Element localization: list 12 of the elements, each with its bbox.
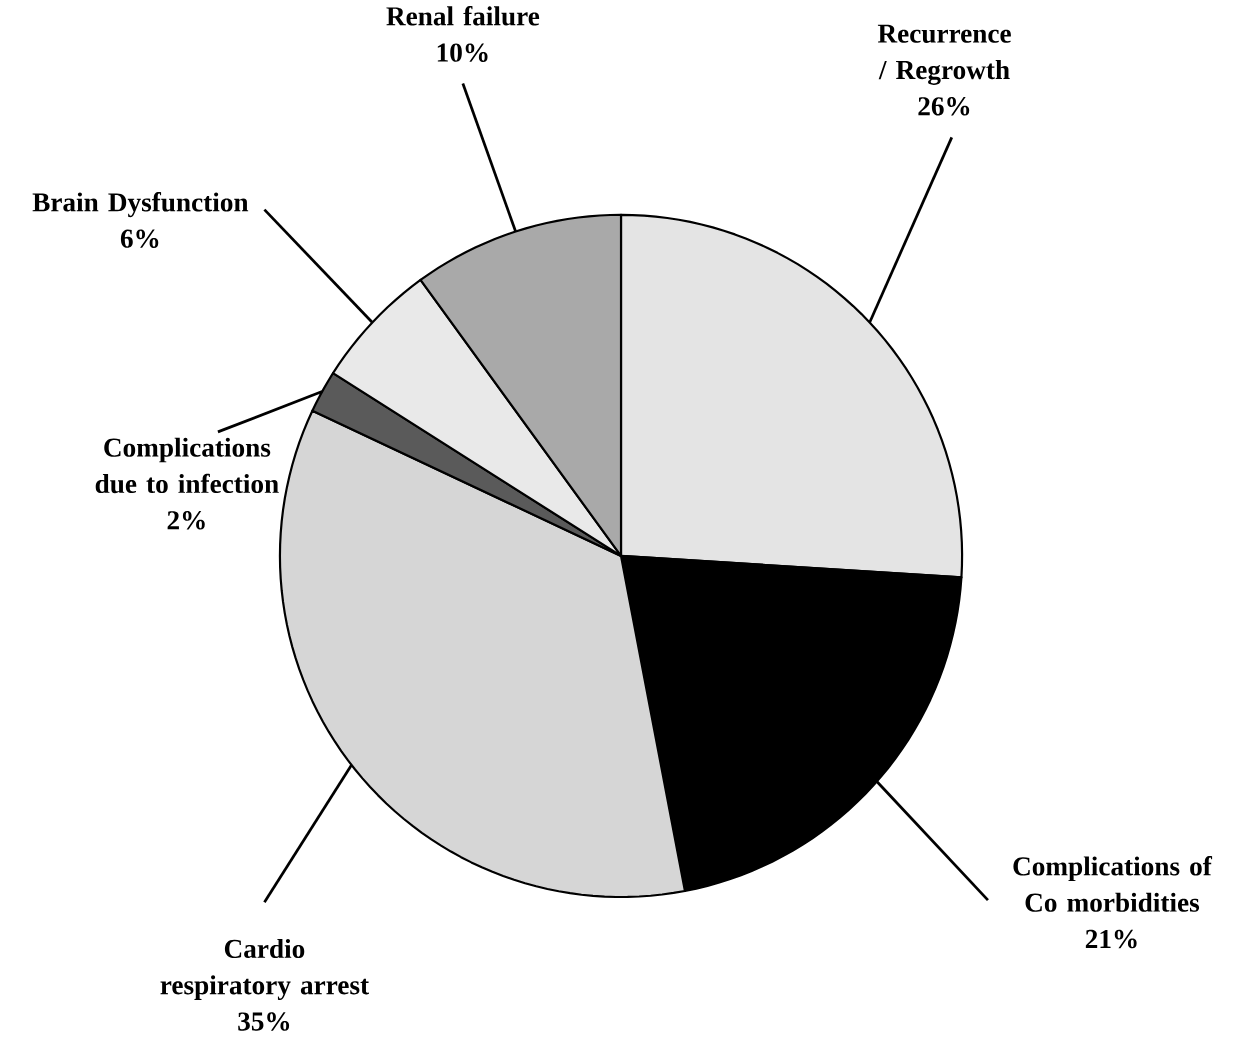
data-label: 10% bbox=[437, 43, 488, 62]
slice-label: Brain Dysfunction bbox=[32, 192, 249, 218]
data-label: 6% bbox=[120, 229, 159, 249]
data-label: 21% bbox=[1085, 929, 1137, 949]
data-label: 26% bbox=[918, 97, 970, 116]
slice-label: Cardio respiratory arrest bbox=[160, 938, 369, 1001]
slice-label: Recurrence / Regrowth bbox=[877, 24, 1011, 85]
slice-label: Complications due to infection bbox=[95, 437, 279, 494]
data-label: 35% bbox=[238, 1012, 290, 1031]
slice-label: Complications of Co morbidities bbox=[1013, 856, 1213, 912]
slice-label: Renal failure bbox=[386, 6, 540, 26]
data-label: 2% bbox=[167, 511, 205, 530]
